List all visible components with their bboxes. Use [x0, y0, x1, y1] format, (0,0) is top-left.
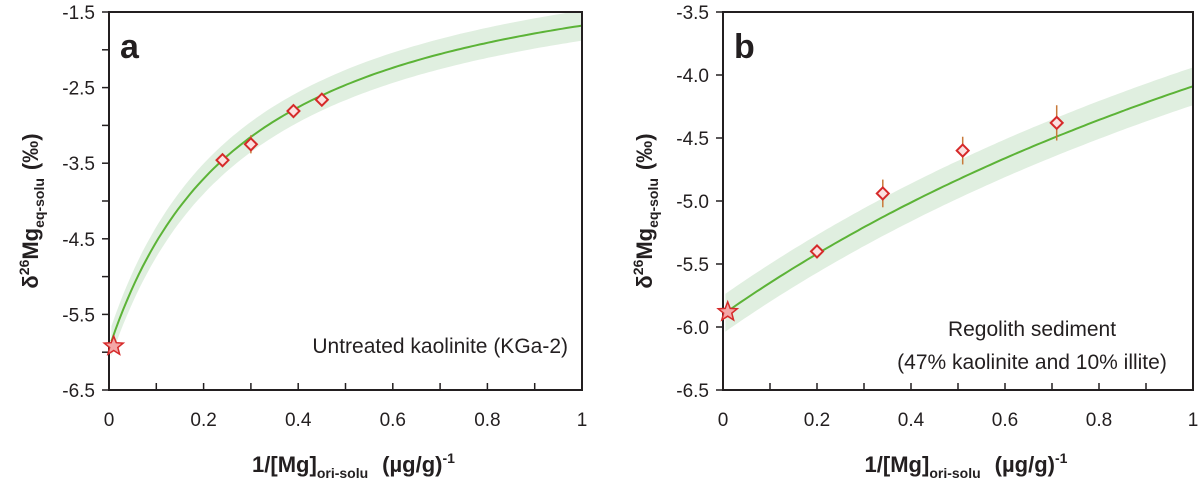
y-axis-title: δ26Mgeq-solu (‰)	[630, 133, 661, 288]
initial-point-star	[102, 334, 126, 356]
y-tick-label: -3.5	[676, 3, 709, 24]
x-axis-title-unit: (µg/g)	[382, 452, 442, 477]
panel-b: 0 0.2 0.4 0.6 0.8 1 -3.5 -4.0 -4.5 -5.0 -5.5 -6.0 -6…	[630, 3, 1198, 481]
x-axis-title-sub: ori-solu	[317, 465, 368, 481]
diamond-marker	[314, 92, 330, 108]
confidence-band	[725, 67, 1193, 332]
x-axis-title: 1/[Mg]ori-solu (µg/g)-1	[252, 450, 455, 481]
diamond-marker	[809, 243, 825, 259]
data-point	[215, 152, 230, 168]
x-axis-title-unit: (µg/g)	[995, 452, 1055, 477]
fit-curve	[110, 24, 582, 342]
x-axis-title-sup: -1	[1055, 450, 1068, 466]
x-tick-label: 1	[577, 410, 588, 431]
x-tick-label: 0.4	[285, 410, 312, 431]
y-tick-label: -6.5	[62, 381, 95, 402]
x-tick-label: 0.6	[992, 410, 1018, 431]
x-axis-title-main: 1/[Mg]	[252, 452, 317, 477]
fit-curve	[724, 85, 1193, 314]
x-tick-label: 1	[1188, 410, 1198, 431]
confidence-band	[111, 12, 582, 357]
diamond-marker	[215, 152, 230, 168]
data-point	[314, 92, 330, 108]
y-tick-label: -6.0	[676, 318, 709, 339]
data-point	[955, 136, 971, 165]
y-axis-title-main: Mg	[18, 228, 43, 260]
x-tick-label: 0.6	[380, 410, 406, 431]
data-point	[1049, 105, 1065, 141]
annotation-line: (47% kaolinite and 10% illite)	[897, 351, 1167, 374]
y-axis-title: δ26Mgeq-solu (‰)	[16, 133, 47, 288]
x-tick-label: 0.2	[804, 410, 830, 431]
data-point	[875, 179, 891, 208]
diamond-marker	[955, 143, 971, 159]
x-axis-title: 1/[Mg]ori-solu (µg/g)-1	[865, 450, 1068, 481]
data-point	[809, 243, 825, 259]
y-tick-label: -5.5	[62, 305, 95, 326]
y-axis-title-sub: eq-solu	[645, 178, 661, 228]
y-axis-title-unit: (‰)	[632, 133, 657, 170]
diamond-marker	[286, 103, 301, 119]
x-axis-title-sub: ori-solu	[929, 465, 980, 481]
y-tick-label: -4.5	[676, 129, 709, 150]
diamond-marker	[875, 186, 891, 201]
x-axis-title-sup: -1	[442, 450, 455, 466]
diamond-marker	[243, 136, 259, 152]
x-tick-label: 0.8	[1086, 410, 1112, 431]
x-tick-label: 0	[104, 410, 115, 431]
y-axis-title-sup: 26	[16, 259, 32, 275]
annotation-line: Regolith sediment	[948, 318, 1116, 341]
y-axis-title-prefix: δ	[632, 275, 657, 288]
y-axis-title-sup: 26	[630, 259, 646, 275]
x-tick-label: 0	[718, 410, 729, 431]
y-axis-title-prefix: δ	[18, 275, 43, 288]
x-tick-label: 0.4	[898, 410, 925, 431]
annotation-line: Untreated kaolinite (KGa-2)	[312, 335, 568, 358]
y-axis-title-main: Mg	[632, 228, 657, 260]
y-tick-label: -5.0	[676, 192, 709, 213]
data-point	[243, 135, 259, 154]
y-tick-label: -4.5	[62, 230, 95, 251]
y-tick-label: -4.0	[676, 66, 709, 87]
y-axis-title-sub: eq-solu	[31, 178, 47, 228]
y-tick-label: -3.5	[62, 154, 95, 175]
y-axis-title-unit: (‰)	[18, 133, 43, 170]
y-tick-label: -2.5	[62, 79, 95, 100]
diamond-marker	[1049, 115, 1065, 131]
x-tick-label: 0.2	[190, 410, 216, 431]
data-point	[286, 103, 301, 119]
x-axis-title-main: 1/[Mg]	[865, 452, 930, 477]
y-tick-label: -5.5	[676, 255, 709, 276]
panel-letter: b	[734, 28, 755, 66]
x-tick-label: 0.8	[474, 410, 500, 431]
y-tick-label: -1.5	[62, 3, 95, 24]
panel-letter: a	[120, 28, 140, 66]
panel-a: 0 0.2 0.4 0.6 0.8 1 -1.5 -2.5 -3.5 -4.5 -5.5 -6.5 1/…	[16, 3, 587, 481]
initial-point-star	[716, 299, 740, 322]
y-tick-label: -6.5	[676, 381, 709, 402]
